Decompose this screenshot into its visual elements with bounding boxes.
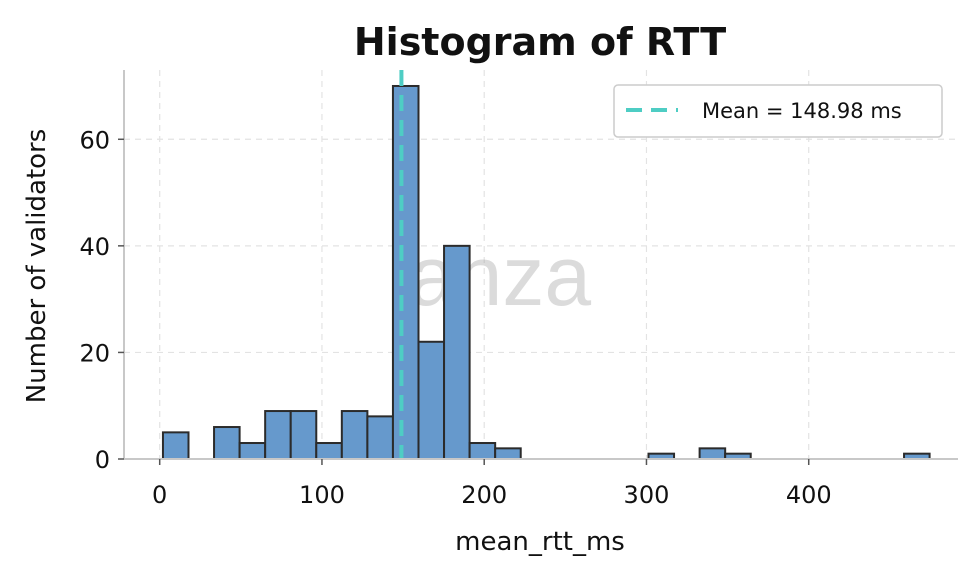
y-tick-label: 0	[95, 446, 110, 474]
x-tick-label: 200	[461, 481, 507, 509]
legend-box	[613, 84, 943, 138]
x-axis-label: mean_rtt_ms	[455, 527, 625, 557]
x-tick-label: 400	[786, 481, 832, 509]
axes-layer	[123, 70, 958, 460]
x-tick-label: 100	[299, 481, 345, 509]
histogram-bar	[443, 244, 471, 460]
ticks-layer: 0 100 200 300 400 0 20 40 60	[79, 126, 831, 509]
legend-mean-label: Mean = 148.98 ms	[702, 99, 902, 123]
histogram-bar	[494, 447, 522, 461]
histogram-bar	[289, 410, 318, 461]
x-tick-label: 300	[624, 481, 670, 509]
histogram-bar	[238, 442, 267, 461]
y-tick-label: 60	[79, 126, 110, 154]
histogram-bar	[161, 431, 190, 461]
histogram-bar	[340, 410, 369, 461]
x-tick-label: 0	[152, 481, 167, 509]
bars-layer	[161, 84, 931, 461]
y-tick-label: 20	[79, 339, 110, 367]
legend: Mean = 148.98 ms	[613, 84, 943, 138]
y-axis-label: Number of validators	[22, 129, 52, 404]
histogram-bar	[213, 426, 241, 461]
histogram-bar	[468, 442, 497, 461]
watermark-logo: anza	[409, 229, 591, 323]
histogram-bar	[315, 442, 343, 461]
histogram-bar	[391, 84, 420, 460]
histogram-bar	[417, 340, 446, 460]
histogram-bar	[264, 410, 292, 461]
histogram-bar	[366, 415, 394, 461]
chart-title: Histogram of RTT	[354, 20, 726, 64]
y-tick-label: 40	[79, 233, 110, 261]
histogram-bar	[698, 447, 727, 461]
